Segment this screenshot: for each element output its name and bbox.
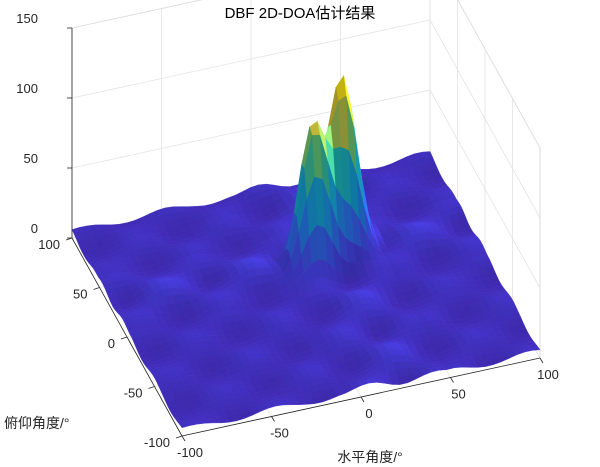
z-tick-label: 150 [16,11,38,26]
z-tick-label: 100 [16,81,38,96]
z-gridline [71,0,203,29]
x-tick-label: 0 [365,406,372,421]
x-tick-mark [271,416,275,422]
y-tick-mark [120,336,128,340]
x-tick-mark [539,357,544,364]
y-tick-mark [175,435,183,439]
x-tick-label: 100 [537,367,559,382]
y-tick-label: 50 [73,287,87,302]
z-tick-label: 0 [31,221,38,236]
y-tick-mark [148,386,155,389]
z-tick-label: 50 [24,151,38,166]
y-axis-label: 俯仰角度/° [4,415,70,431]
y-tick-label: -50 [124,386,143,401]
x-tick-label: 50 [451,387,465,402]
x-tick-mark [360,396,365,403]
x-tick-label: -100 [177,445,203,460]
y-tick-mark [93,287,100,290]
chart-title: DBF 2D-DOA估计结果 [225,5,376,22]
surface-plot [71,74,541,429]
y-tick-label: 0 [108,336,115,351]
surface-patch [179,422,191,429]
y-tick-label: 100 [38,237,60,252]
x-axis-label: 水平角度/° [337,449,403,465]
x-tick-mark [450,377,454,383]
x-tick-label: -50 [270,426,289,441]
y-tick-label: -100 [144,435,170,450]
x-tick-mark [181,435,186,442]
